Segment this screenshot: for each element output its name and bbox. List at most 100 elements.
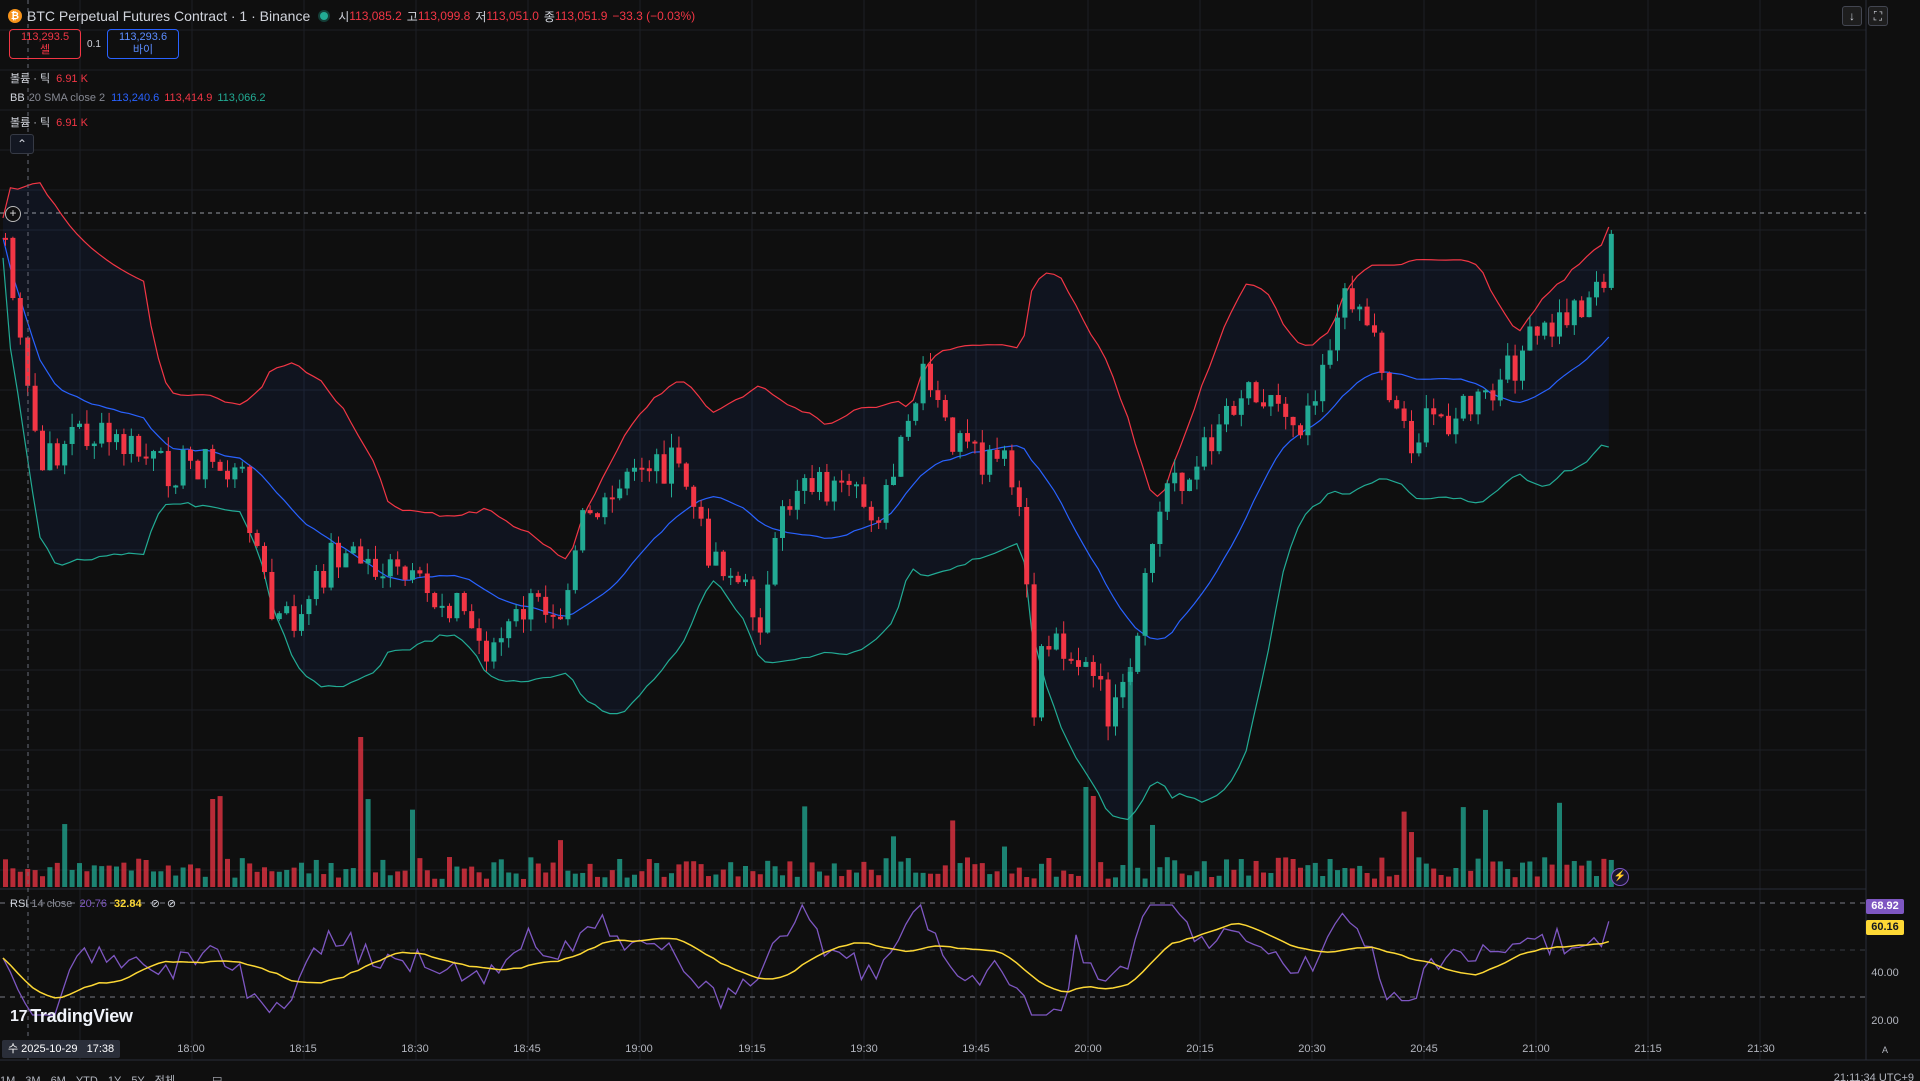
candle bbox=[558, 616, 563, 620]
candle bbox=[165, 450, 171, 487]
volume-bar bbox=[824, 875, 830, 887]
candle bbox=[1305, 405, 1311, 436]
candle bbox=[99, 422, 105, 444]
volume-bar bbox=[136, 858, 142, 887]
range-button[interactable]: 전체 bbox=[154, 1075, 176, 1081]
candle bbox=[772, 537, 778, 585]
candle bbox=[136, 435, 142, 457]
volume-bar bbox=[128, 870, 134, 887]
volume-bar bbox=[1009, 873, 1015, 887]
volume-bar bbox=[794, 876, 800, 887]
volume-bar bbox=[1349, 868, 1355, 887]
volume-bar bbox=[180, 867, 186, 887]
candle bbox=[1601, 281, 1607, 288]
volume-bar bbox=[1497, 861, 1503, 887]
volume-bar bbox=[99, 866, 105, 887]
candle bbox=[868, 506, 874, 521]
time-axis-label: 19:15 bbox=[738, 1043, 766, 1055]
low-value: 113,051.0 bbox=[486, 9, 539, 23]
chevron-up-icon[interactable]: ⌃ bbox=[10, 134, 34, 154]
rsi-ma-line bbox=[2, 922, 1610, 999]
candle bbox=[654, 454, 660, 472]
volume-bar bbox=[387, 875, 393, 887]
candle bbox=[1490, 390, 1496, 401]
volume-bar bbox=[750, 871, 756, 887]
candle bbox=[861, 484, 867, 507]
volume-bar bbox=[661, 876, 667, 887]
volume-bar bbox=[1068, 874, 1074, 887]
volume-bar bbox=[846, 869, 852, 887]
volume-bar bbox=[210, 799, 216, 887]
candle bbox=[513, 609, 519, 622]
trade-panel: 113,293.5 셀 0.1 113,293.6 바이 bbox=[9, 29, 179, 59]
volume-bar bbox=[780, 875, 785, 887]
range-button[interactable]: 5Y bbox=[131, 1075, 145, 1081]
fullscreen-icon[interactable]: ⛶ bbox=[1868, 6, 1888, 26]
range-button[interactable]: YTD bbox=[75, 1075, 98, 1081]
candle bbox=[47, 443, 53, 471]
volume-bar bbox=[1283, 857, 1289, 887]
candle bbox=[950, 417, 956, 452]
volume-bar bbox=[720, 869, 726, 887]
volume-bar bbox=[1364, 873, 1370, 887]
candle bbox=[336, 542, 341, 568]
buy-button[interactable]: 113,293.6 바이 bbox=[107, 29, 179, 59]
range-button[interactable]: 3M bbox=[25, 1075, 41, 1081]
auto-scale-button[interactable]: A bbox=[1881, 1045, 1888, 1055]
volume-bar bbox=[380, 859, 386, 887]
volume-bar bbox=[1490, 861, 1496, 887]
time-axis-label: 21:00 bbox=[1522, 1043, 1550, 1055]
volume-bar bbox=[343, 869, 349, 887]
candle bbox=[920, 363, 926, 404]
candle bbox=[343, 553, 349, 568]
volume-legend-2[interactable]: 볼륨 · 틱 6.91 K bbox=[10, 114, 88, 130]
candle bbox=[432, 593, 438, 608]
hidden-eye-icon[interactable]: ⊘ bbox=[150, 898, 160, 910]
volume-bar bbox=[698, 864, 704, 887]
volume-bar bbox=[1150, 824, 1155, 887]
range-button[interactable]: 1M bbox=[0, 1075, 16, 1081]
symbol-title[interactable]: BTC Perpetual Futures Contract · 1 · Bin… bbox=[27, 8, 311, 24]
volume-bar bbox=[1438, 874, 1444, 887]
volume-bar bbox=[772, 866, 778, 887]
tradingview-logo[interactable]: 17 TradingView bbox=[10, 1006, 133, 1027]
bb-legend[interactable]: BB 20 SMA close 2 113,240.6 113,414.9 113,06… bbox=[10, 92, 266, 104]
volume-bar bbox=[114, 866, 119, 887]
candle bbox=[173, 485, 179, 488]
volume-bar bbox=[306, 873, 312, 887]
candle bbox=[195, 460, 201, 480]
candle bbox=[1468, 395, 1474, 415]
volume-bar bbox=[1446, 876, 1451, 887]
volume-bar bbox=[1298, 867, 1303, 887]
volume-bar bbox=[728, 862, 734, 887]
bb-basis-value: 113,240.6 bbox=[111, 92, 160, 104]
time-axis-label: 18:15 bbox=[289, 1043, 317, 1055]
utc-clock[interactable]: 21:11:34 UTC+9 bbox=[1833, 1072, 1914, 1081]
sell-button[interactable]: 113,293.5 셀 bbox=[9, 29, 81, 59]
volume-bar bbox=[1520, 862, 1525, 887]
range-button[interactable]: 1Y bbox=[107, 1075, 122, 1081]
volume-bar bbox=[632, 874, 637, 887]
volume-bar bbox=[558, 840, 563, 887]
volume-bar bbox=[484, 878, 489, 887]
volume-bar bbox=[3, 859, 8, 887]
range-button[interactable]: 6M bbox=[50, 1075, 66, 1081]
candle bbox=[1527, 326, 1533, 351]
candle bbox=[639, 467, 645, 470]
candle bbox=[1157, 511, 1163, 545]
download-icon[interactable]: ↓ bbox=[1842, 6, 1862, 26]
candle bbox=[306, 599, 312, 615]
volume-bar bbox=[336, 877, 341, 887]
volume-bar bbox=[1083, 787, 1089, 887]
candle bbox=[1238, 398, 1244, 415]
calendar-icon[interactable]: ▭ bbox=[212, 1073, 223, 1081]
volume-bar bbox=[1475, 858, 1481, 887]
lightning-icon[interactable]: ⚡ bbox=[1611, 868, 1629, 886]
volume-bar bbox=[935, 873, 941, 887]
rsi-legend[interactable]: RSI 14 close 20.76 32.84 ⊘ ⊘ bbox=[10, 897, 180, 910]
volume-legend-1[interactable]: 볼륨 · 틱 6.91 K bbox=[10, 70, 88, 86]
hidden-eye-icon-2[interactable]: ⊘ bbox=[166, 898, 177, 910]
add-plus-icon[interactable]: + bbox=[5, 206, 21, 222]
volume-bar bbox=[994, 871, 1000, 887]
